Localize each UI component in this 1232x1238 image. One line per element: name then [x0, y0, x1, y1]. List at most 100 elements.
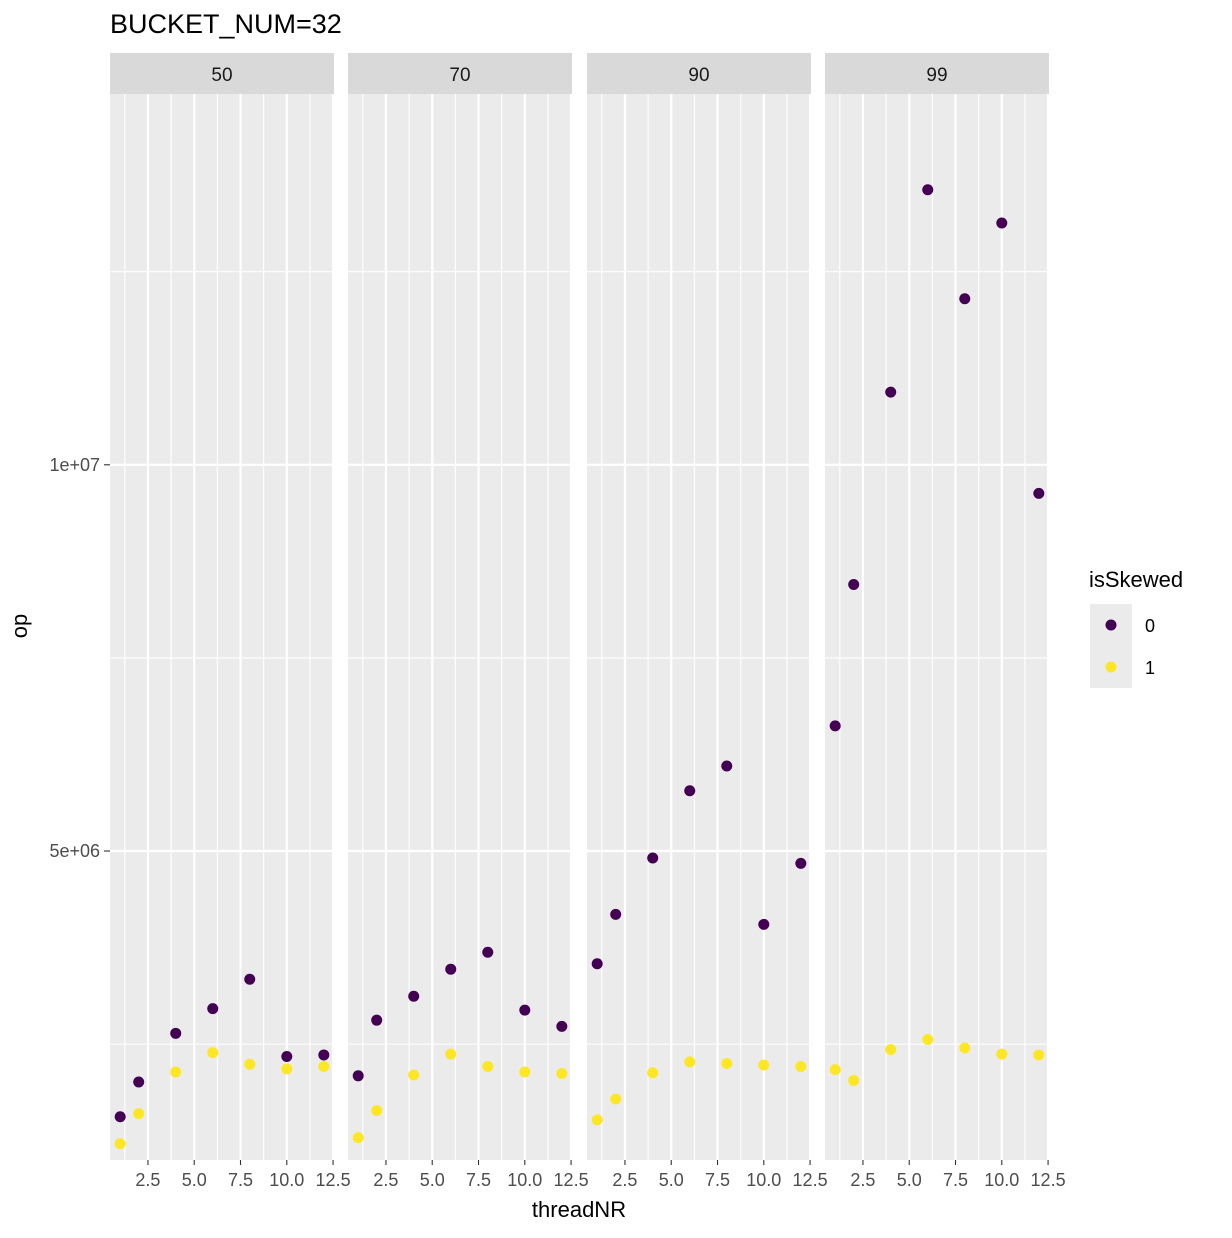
x-tick-label: 2.5	[850, 1170, 875, 1190]
facet-panel-50: 50 2.5 5.0 7.5 10.0 12.5	[110, 53, 351, 1190]
point-isSkewed-0	[885, 386, 897, 398]
facet-strip-label: 90	[688, 65, 709, 86]
legend: isSkewed 0 1	[1089, 567, 1183, 688]
point-isSkewed-0	[1033, 487, 1045, 499]
chart-title: BUCKET_NUM=32	[110, 9, 342, 39]
facet-panel-99: 99 2.5 5.0 7.5 10.0 12.5	[825, 53, 1066, 1190]
point-isSkewed-1	[959, 1042, 971, 1054]
x-tick-label: 10.0	[984, 1170, 1019, 1190]
facet-strip	[587, 53, 811, 94]
point-isSkewed-1	[1033, 1049, 1045, 1061]
point-isSkewed-1	[244, 1058, 256, 1070]
x-tick-label: 5.0	[420, 1170, 445, 1190]
point-isSkewed-1	[721, 1057, 733, 1069]
point-isSkewed-0	[922, 184, 934, 196]
point-isSkewed-1	[848, 1074, 860, 1086]
point-isSkewed-1	[445, 1048, 457, 1060]
point-isSkewed-1	[758, 1059, 770, 1071]
facet-strip	[825, 53, 1049, 94]
point-isSkewed-1	[610, 1093, 622, 1105]
point-isSkewed-0	[133, 1076, 145, 1088]
point-isSkewed-1	[281, 1063, 293, 1075]
legend-label: 0	[1145, 616, 1155, 636]
point-isSkewed-0	[170, 1027, 182, 1039]
point-isSkewed-1	[684, 1056, 696, 1068]
point-isSkewed-1	[922, 1033, 934, 1045]
x-tick-label: 5.0	[182, 1170, 207, 1190]
point-isSkewed-1	[207, 1047, 219, 1059]
x-tick-label: 10.0	[507, 1170, 542, 1190]
x-tick-label: 7.5	[466, 1170, 491, 1190]
point-isSkewed-1	[318, 1061, 330, 1073]
panel-background	[587, 94, 811, 1160]
facet-strip	[110, 53, 334, 94]
y-tick-label: 5e+06	[49, 841, 100, 861]
facet-strip	[348, 53, 572, 94]
x-tick-label: 2.5	[612, 1170, 637, 1190]
x-tick-label: 7.5	[943, 1170, 968, 1190]
legend-key-1	[1105, 661, 1117, 673]
point-isSkewed-1	[170, 1066, 182, 1078]
point-isSkewed-0	[371, 1014, 383, 1026]
facet-panel-70: 70 2.5 5.0 7.5 10.0 12.5	[348, 53, 589, 1190]
point-isSkewed-1	[114, 1138, 126, 1150]
point-isSkewed-0	[445, 963, 457, 975]
point-isSkewed-1	[996, 1048, 1008, 1060]
facet-strip-label: 50	[211, 65, 232, 86]
point-isSkewed-0	[959, 293, 971, 305]
x-tick-label: 5.0	[897, 1170, 922, 1190]
x-tick-label: 5.0	[659, 1170, 684, 1190]
point-isSkewed-1	[519, 1066, 531, 1078]
point-isSkewed-0	[318, 1049, 330, 1061]
facet-panel-90: 90 2.5 5.0 7.5 10.0 12.5	[587, 53, 828, 1190]
x-tick-label: 7.5	[705, 1170, 730, 1190]
x-tick-label: 10.0	[746, 1170, 781, 1190]
point-isSkewed-1	[591, 1114, 603, 1126]
point-isSkewed-0	[647, 852, 659, 864]
point-isSkewed-1	[795, 1061, 807, 1073]
point-isSkewed-0	[114, 1111, 126, 1123]
point-isSkewed-1	[647, 1067, 659, 1079]
point-isSkewed-1	[885, 1044, 897, 1056]
x-tick-label: 10.0	[269, 1170, 304, 1190]
point-isSkewed-1	[556, 1067, 568, 1079]
point-isSkewed-0	[721, 760, 733, 772]
x-tick-label: 2.5	[135, 1170, 160, 1190]
point-isSkewed-0	[591, 958, 603, 970]
point-isSkewed-0	[556, 1020, 568, 1032]
legend-key-0	[1105, 619, 1117, 631]
point-isSkewed-1	[829, 1064, 841, 1076]
y-tick-label: 1e+07	[49, 455, 100, 475]
panel-background	[825, 94, 1049, 1160]
point-isSkewed-0	[207, 1003, 219, 1015]
point-isSkewed-0	[519, 1004, 531, 1016]
legend-title: isSkewed	[1089, 567, 1183, 592]
x-tick-label: 12.5	[554, 1170, 589, 1190]
x-tick-label: 12.5	[793, 1170, 828, 1190]
point-isSkewed-0	[352, 1070, 364, 1082]
point-isSkewed-0	[758, 918, 770, 930]
point-isSkewed-0	[610, 908, 622, 920]
point-isSkewed-0	[482, 946, 494, 958]
panel-background	[110, 94, 334, 1160]
point-isSkewed-1	[352, 1132, 364, 1144]
point-isSkewed-0	[829, 720, 841, 732]
legend-label: 1	[1145, 658, 1155, 678]
panel-background	[348, 94, 572, 1160]
y-axis-title: op	[7, 614, 32, 638]
point-isSkewed-0	[848, 579, 860, 591]
point-isSkewed-0	[281, 1050, 293, 1062]
point-isSkewed-1	[133, 1108, 145, 1120]
point-isSkewed-0	[684, 785, 696, 797]
point-isSkewed-0	[996, 217, 1008, 229]
x-tick-label: 12.5	[316, 1170, 351, 1190]
x-axis-title: threadNR	[532, 1197, 626, 1222]
x-tick-label: 7.5	[228, 1170, 253, 1190]
facet-strip-label: 99	[926, 65, 947, 86]
point-isSkewed-0	[408, 990, 420, 1002]
facet-strip-label: 70	[449, 65, 470, 86]
point-isSkewed-0	[244, 973, 256, 985]
y-axis: 5e+06 1e+07	[49, 455, 110, 861]
